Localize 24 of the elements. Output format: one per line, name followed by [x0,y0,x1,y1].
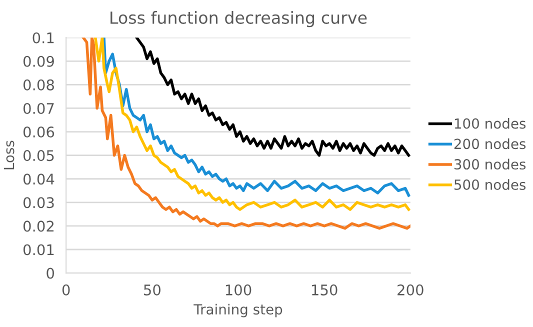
x-tick-label: 50 [144,284,160,296]
x-axis-title: Training step [194,304,282,318]
y-tick-label: 0.06 [23,126,54,138]
y-axis-title: Loss [4,140,14,170]
x-tick-label: 200 [398,284,424,296]
y-tick-label: 0.01 [23,244,54,256]
y-tick-label: 0.03 [23,197,54,208]
line-series [135,38,410,157]
y-tick-label: 0 [46,268,54,279]
x-tick-label: 100 [226,284,252,296]
legend-label: 100 nodes [454,118,526,129]
y-tick-label: 0.07 [23,102,54,114]
y-tick-label: 0.05 [23,150,54,162]
y-tick-label: 0.08 [23,79,54,90]
legend-label: 200 nodes [454,138,526,150]
x-tick-label: 150 [312,284,338,296]
y-tick-label: 0.09 [23,56,54,67]
legend-label: 300 nodes [454,158,526,170]
y-tick-label: 0.02 [23,220,54,232]
legend-label: 500 nodes [454,179,526,190]
y-tick-label: 0.1 [32,32,54,44]
y-tick-label: 0.04 [23,174,54,185]
x-tick-label: 0 [62,284,70,296]
chart-title: Loss function decreasing curve [110,11,367,28]
